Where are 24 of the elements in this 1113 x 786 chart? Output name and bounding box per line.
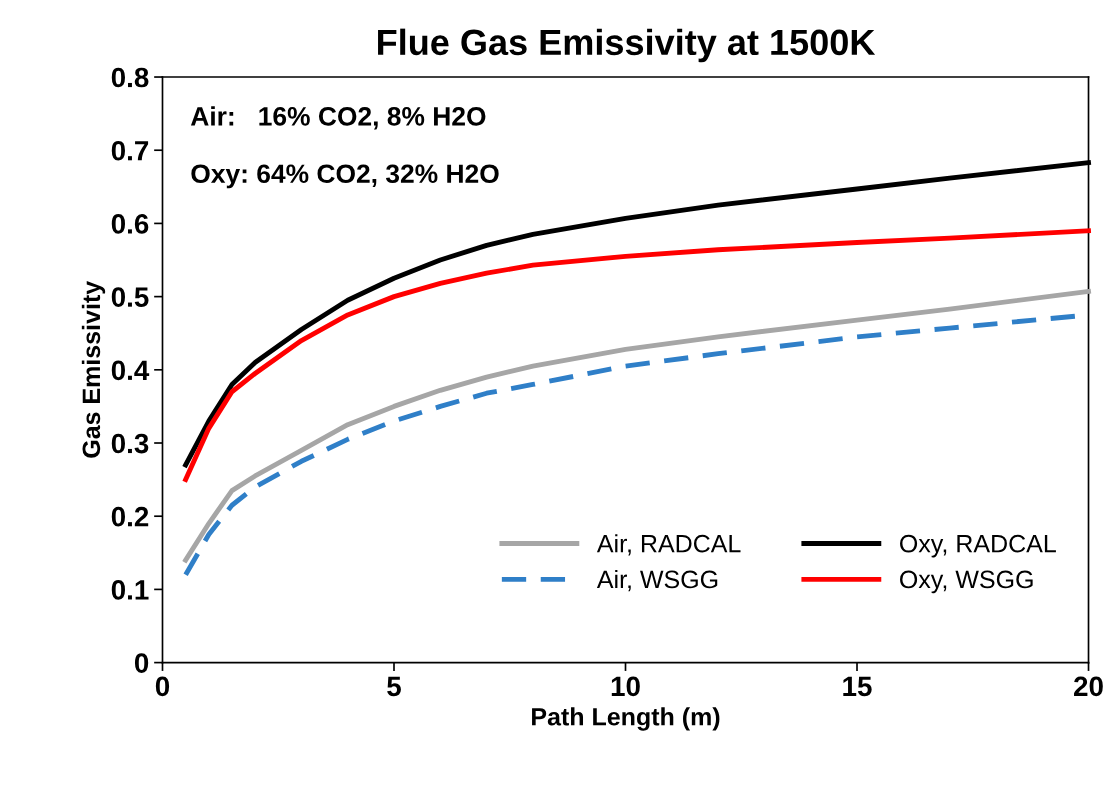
annotation: Air: 16% CO2, 8% H2O: [190, 106, 486, 130]
y-tick-label: 0.2: [111, 506, 149, 527]
y-axis-title: Gas Emissivity: [81, 281, 106, 458]
y-tick-label: 0.8: [111, 67, 149, 88]
x-axis-title: Path Length (m): [532, 707, 720, 731]
legend-label: Air, WSGG: [596, 569, 718, 592]
y-tick-label: 0.3: [111, 433, 149, 454]
annotation: Oxy: 64% CO2, 32% H2O: [191, 164, 499, 189]
line-series: [183, 228, 1091, 483]
y-tick-label: 0.6: [111, 214, 149, 234]
y-tick-label: 0: [134, 653, 149, 673]
x-tick-label: 20: [1074, 676, 1103, 697]
chart-title: Flue Gas Emissivity at 1500K: [378, 28, 876, 63]
y-tick-label: 0.4: [111, 360, 150, 381]
y-tick-label: 0.1: [111, 580, 149, 600]
legend-label: Oxy, RADCAL: [900, 534, 1056, 558]
x-tick-label: 0: [155, 676, 170, 697]
y-tick-label: 0.7: [111, 140, 149, 161]
x-tick-label: 15: [843, 676, 872, 697]
y-tick-label: 0.5: [111, 287, 149, 307]
x-tick-label: 10: [611, 676, 640, 697]
legend-label: Oxy, WSGG: [900, 570, 1033, 594]
x-tick-label: 5: [387, 676, 401, 697]
legend-label: Air, RADCAL: [596, 534, 741, 556]
